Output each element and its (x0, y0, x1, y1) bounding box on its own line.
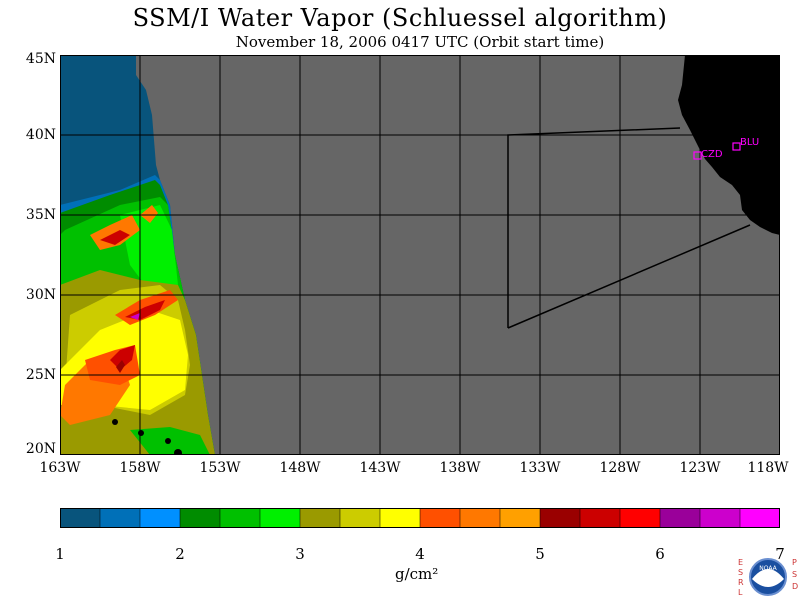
colorbar-segment (739, 508, 780, 528)
island-oahu (138, 430, 144, 436)
page-title: SSM/I Water Vapor (Schluessel algorithm) (132, 4, 668, 32)
island-maui (165, 438, 171, 444)
analysis-region-outline (507, 127, 681, 328)
colorbar-segment (459, 508, 501, 528)
noaa-logo: E S R L NOAA P S D (738, 558, 798, 597)
lat-label-30n: 30N (25, 287, 56, 303)
page-subtitle: November 18, 2006 0417 UTC (Orbit start … (235, 33, 605, 51)
colorbar-tick-7: 7 (775, 545, 785, 563)
map-frame (60, 55, 780, 455)
colorbar-segment (379, 508, 421, 528)
lat-label-25n: 25N (25, 367, 56, 383)
svg-text:S: S (792, 570, 797, 579)
svg-text:P: P (792, 558, 797, 567)
island-kauai (112, 419, 118, 425)
colorbar-segment (499, 508, 541, 528)
colorbar-tick-3: 3 (295, 545, 305, 563)
lon-label-118w: 118W (747, 460, 789, 476)
colorbar-segment (299, 508, 341, 528)
colorbar-tick-5: 5 (535, 545, 545, 563)
colorbar-segment (419, 508, 461, 528)
svg-text:D: D (792, 582, 798, 591)
svg-text:L: L (738, 588, 743, 597)
lat-label-20n: 20N (25, 441, 56, 457)
lon-label-163w: 163W (39, 460, 81, 476)
lat-label-45n: 45N (25, 51, 56, 67)
station-czd-label: CZD (701, 149, 723, 160)
lat-label-35n: 35N (25, 207, 56, 223)
lon-label-143w: 143W (359, 460, 401, 476)
analysis-region-diagonal (507, 224, 751, 329)
svg-text:R: R (738, 578, 744, 587)
colorbar-frame (60, 508, 780, 528)
colorbar-segment (579, 508, 621, 528)
svg-text:S: S (738, 568, 743, 577)
lon-label-158w: 158W (119, 460, 161, 476)
colorbar-tick-6: 6 (655, 545, 665, 563)
lon-label-148w: 148W (279, 460, 321, 476)
lon-label-128w: 128W (599, 460, 641, 476)
colorbar-segment (60, 508, 101, 528)
colorbar-segment (339, 508, 381, 528)
lon-label-133w: 133W (519, 460, 561, 476)
land-california (678, 55, 780, 235)
colorbar-segment (99, 508, 141, 528)
lon-label-138w: 138W (439, 460, 481, 476)
colorbar-tick-2: 2 (175, 545, 185, 563)
colorbar-units: g/cm² (395, 565, 439, 583)
colorbar-segment (659, 508, 701, 528)
station-blu-label: BLU (740, 137, 759, 148)
colorbar-tick-4: 4 (415, 545, 425, 563)
lon-label-123w: 123W (679, 460, 721, 476)
lon-label-153w: 153W (199, 460, 241, 476)
lat-label-40n: 40N (25, 127, 56, 143)
colorbar-tick-1: 1 (55, 545, 65, 563)
island-hawaii (174, 449, 182, 455)
colorbar-segment (699, 508, 741, 528)
station-blu-marker (732, 142, 741, 151)
colorbar-segment (619, 508, 661, 528)
colorbar-segment (139, 508, 181, 528)
colorbar-segment (219, 508, 261, 528)
colorbar-segment (259, 508, 301, 528)
colorbar-segment (539, 508, 581, 528)
svg-text:E: E (738, 558, 743, 567)
map-grid (60, 55, 780, 455)
data-swath (60, 55, 215, 455)
svg-text:NOAA: NOAA (759, 565, 777, 572)
colorbar-segment (179, 508, 221, 528)
water-vapor-map: CZD BLU (60, 55, 780, 455)
colorbar (60, 508, 780, 528)
station-czd-marker (693, 151, 702, 160)
map-canvas: CZD BLU (60, 55, 780, 455)
